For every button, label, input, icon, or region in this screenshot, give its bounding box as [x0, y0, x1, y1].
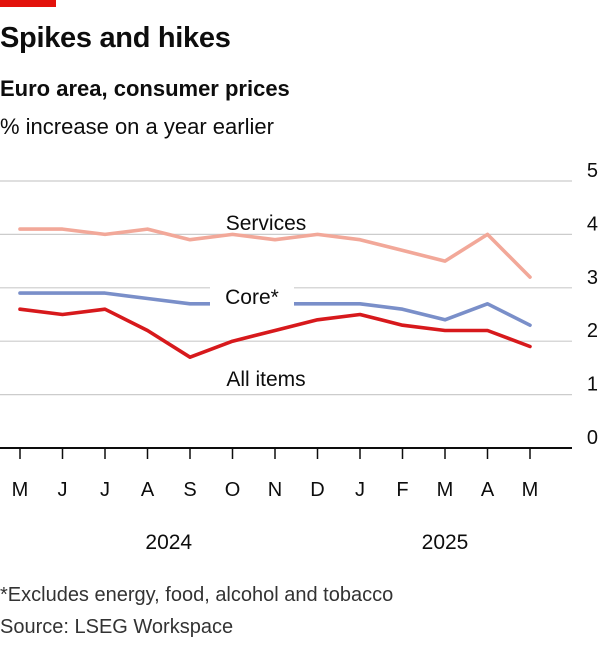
x-tick-label: O [225, 479, 241, 501]
x-tick-label: D [310, 479, 324, 501]
x-tick-label: N [268, 479, 282, 501]
x-tick-label: J [100, 479, 110, 501]
x-tick-label: F [396, 479, 408, 501]
x-axis: M J J A S O N D J F M A M 2024 2025 [0, 447, 572, 554]
y-tick-label: 5 [587, 160, 598, 182]
series-label-services: Services [226, 212, 307, 235]
series-label-all_items: All items [226, 368, 305, 391]
source-note: Source: LSEG Workspace [0, 616, 234, 638]
x-tick-label: A [481, 479, 495, 501]
chart-subtitle: Euro area, consumer prices [0, 76, 290, 101]
y-tick-label: 1 [587, 374, 598, 396]
x-tick-label: M [522, 479, 539, 501]
series-label-core: Core* [225, 286, 279, 309]
series-line-services [18, 227, 532, 279]
y-tick-label: 2 [587, 320, 598, 342]
x-tick-label: J [355, 479, 365, 501]
year-label: 2024 [145, 531, 192, 554]
x-tick-label: J [58, 479, 68, 501]
x-tick-label: M [12, 479, 29, 501]
x-tick-label: M [437, 479, 454, 501]
footnote: *Excludes energy, food, alcohol and toba… [0, 584, 394, 606]
y-tick-label: 0 [587, 427, 598, 449]
series-labels: Services Core* All items [210, 212, 306, 391]
y-tick-labels: 0 1 2 3 4 5 [587, 160, 598, 449]
y-tick-label: 4 [587, 213, 598, 235]
chart-title: Spikes and hikes [0, 22, 231, 54]
year-label: 2025 [422, 531, 469, 554]
brand-tag [0, 0, 56, 7]
series-label-background [210, 284, 294, 310]
x-tick-label: A [141, 479, 155, 501]
chart-unit-label: % increase on a year earlier [0, 114, 274, 139]
y-tick-label: 3 [587, 267, 598, 289]
x-tick-label: S [183, 479, 196, 501]
line-chart: 0 1 2 3 4 5 Services Core* All items M J J A S O N D J F… [0, 160, 598, 554]
series-line-all_items [18, 307, 532, 359]
